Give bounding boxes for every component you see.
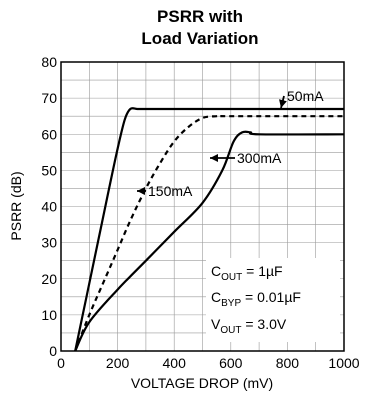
series-line-150ma <box>74 114 344 352</box>
x-tick-label: 800 <box>276 355 300 371</box>
x-tick-label: 0 <box>57 355 65 371</box>
chart-title-line-1: PSRR with <box>157 7 243 26</box>
condition-line: COUT = 1µF <box>211 263 283 283</box>
series-annotations: 50mA 300mA 150mA <box>137 88 324 199</box>
y-tick-label: 20 <box>41 271 57 287</box>
label-50ma-arrowhead <box>279 99 287 108</box>
y-tick-label: 70 <box>41 90 57 106</box>
condition-line: VOUT = 3.0V <box>211 316 287 336</box>
label-150ma-arrowhead <box>137 187 145 195</box>
conditions-box: COUT = 1µF CBYP = 0.01µF VOUT = 3.0V <box>206 258 340 342</box>
x-tick-label: 600 <box>219 355 243 371</box>
y-tick-label: 50 <box>41 162 57 178</box>
y-tick-label: 40 <box>41 199 57 215</box>
x-tick-label: 400 <box>163 355 187 371</box>
y-tick-label: 60 <box>41 126 57 142</box>
x-axis-label: VOLTAGE DROP (mV) <box>131 375 273 391</box>
y-tick-label: 0 <box>49 343 57 359</box>
x-tick-label: 200 <box>106 355 130 371</box>
x-tick-label: 1000 <box>328 355 359 371</box>
label-150ma: 150mA <box>148 183 193 199</box>
plot-frame <box>60 61 345 352</box>
conditions-background <box>206 258 340 342</box>
series-line-50ma <box>74 107 344 352</box>
series-lines <box>74 107 345 352</box>
chart-title-line-2: Load Variation <box>141 29 258 48</box>
y-axis-ticks: 0 10 20 30 40 50 60 70 80 <box>41 54 57 359</box>
label-300ma: 300mA <box>237 150 282 166</box>
y-axis-label: PSRR (dB) <box>8 171 24 240</box>
series-line-300ma <box>74 130 345 352</box>
y-tick-label: 80 <box>41 54 57 70</box>
condition-line: CBYP = 0.01µF <box>211 289 301 309</box>
x-axis-ticks: 0 200 400 600 800 1000 <box>57 355 360 371</box>
y-tick-label: 30 <box>41 235 57 251</box>
label-300ma-arrowhead <box>210 154 218 162</box>
label-50ma: 50mA <box>287 88 324 104</box>
y-tick-label: 10 <box>41 307 57 323</box>
